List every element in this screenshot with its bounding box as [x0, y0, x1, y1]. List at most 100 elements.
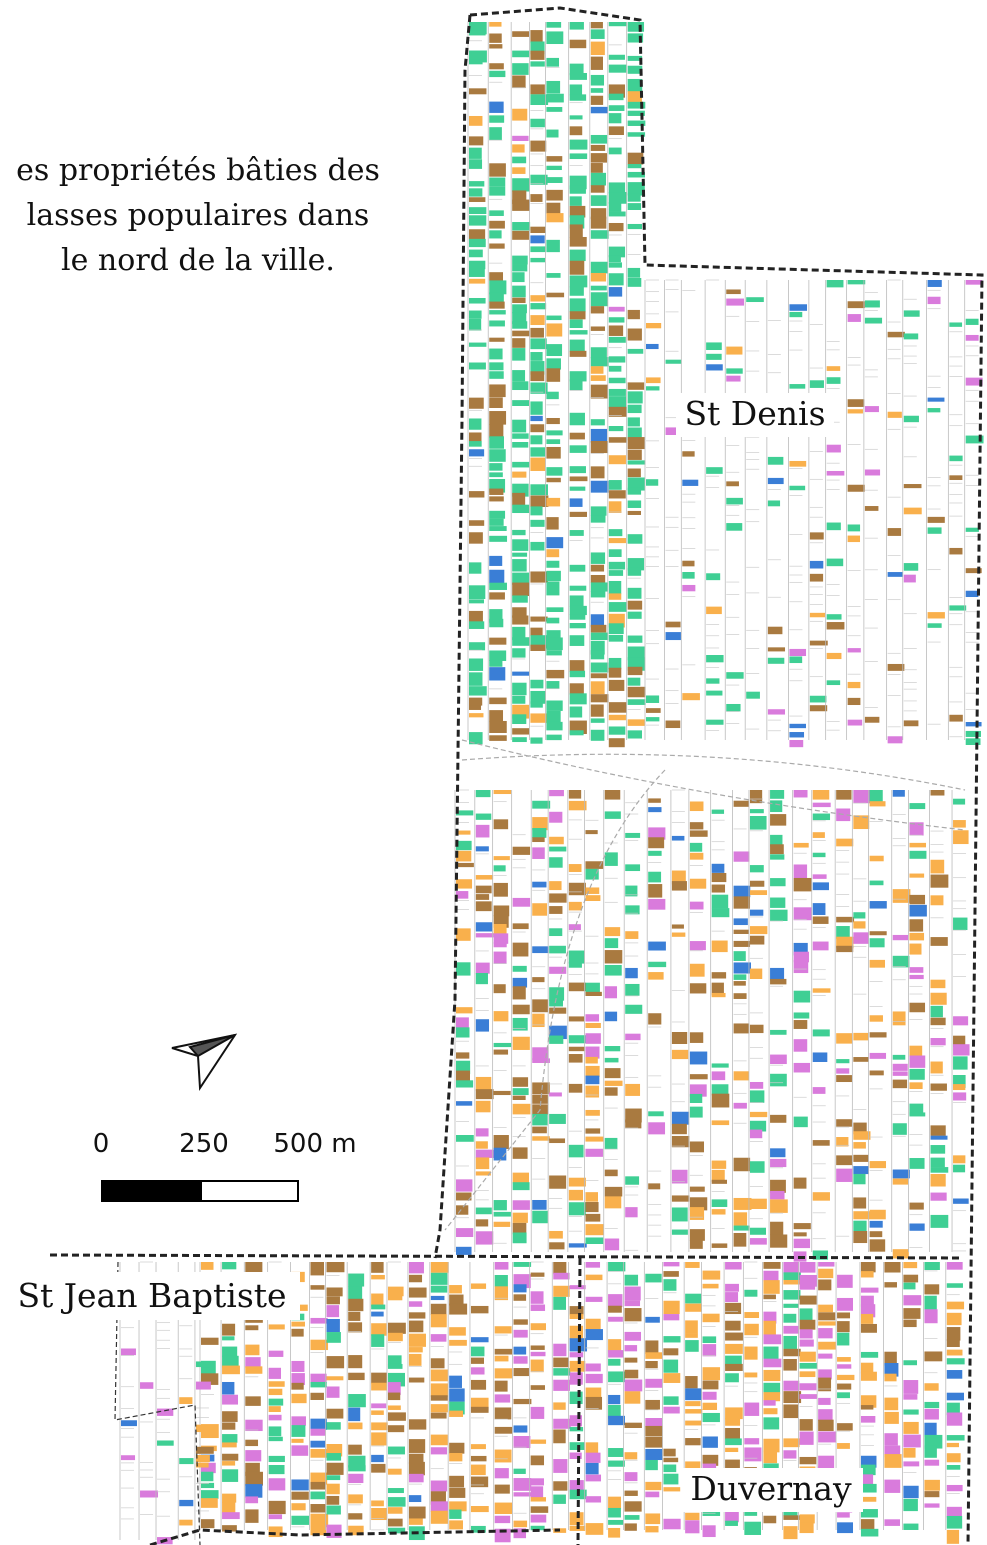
parcel: [371, 1507, 387, 1521]
parcel: [793, 790, 808, 798]
parcel: [608, 255, 621, 263]
parcel: [530, 371, 545, 382]
parcel: [512, 381, 529, 391]
parcel: [493, 865, 506, 872]
parcel: [553, 1285, 570, 1297]
parcel: [930, 1083, 947, 1091]
parcel: [793, 1177, 807, 1189]
parcel: [884, 1373, 897, 1382]
parcel: [763, 1280, 780, 1294]
parcel: [348, 1444, 362, 1455]
parcel: [887, 528, 902, 536]
parcel: [489, 115, 505, 123]
parcel: [530, 1291, 544, 1304]
parcel: [749, 865, 764, 873]
parcel: [348, 1311, 361, 1321]
parcel: [789, 732, 805, 738]
parcel: [553, 1343, 567, 1357]
parcel: [532, 837, 545, 843]
parcel: [818, 1431, 836, 1443]
parcel: [746, 691, 760, 699]
parcel: [826, 377, 841, 384]
parcel: [733, 1212, 748, 1226]
parcel: [706, 606, 722, 615]
parcel: [530, 194, 543, 202]
parcel: [706, 655, 724, 663]
scale-label: 0: [93, 1129, 110, 1159]
parcel: [456, 1205, 469, 1215]
parcel: [909, 967, 924, 973]
parcel: [513, 1368, 529, 1377]
parcel: [326, 1318, 340, 1333]
parcel: [799, 1339, 814, 1347]
parcel: [408, 1439, 426, 1453]
parcel: [927, 623, 942, 628]
parcel: [702, 1313, 720, 1323]
parcel: [310, 1262, 325, 1276]
parcel: [549, 906, 563, 914]
parcel: [818, 1353, 833, 1359]
parcel: [493, 984, 506, 994]
parcel: [749, 1111, 768, 1118]
parcel: [493, 1090, 511, 1096]
parcel: [546, 430, 563, 436]
parcel: [291, 1393, 307, 1404]
parcel: [689, 1240, 703, 1249]
parcel: [953, 798, 966, 805]
parcel: [470, 1506, 489, 1513]
parcel: [836, 1075, 853, 1083]
parcel: [245, 1496, 259, 1504]
parcel: [512, 1200, 530, 1210]
parcel: [789, 311, 803, 318]
parcel: [903, 484, 922, 489]
parcel: [608, 325, 624, 336]
parcel: [749, 1198, 767, 1209]
parcel: [532, 1082, 550, 1095]
parcel: [909, 894, 926, 905]
parcel: [793, 1039, 808, 1052]
parcel: [837, 1522, 854, 1534]
parcel: [725, 1508, 739, 1523]
parcel: [546, 700, 563, 711]
parcel: [903, 1319, 917, 1328]
parcel: [812, 941, 829, 951]
parcel: [770, 978, 787, 985]
parcel: [853, 1142, 866, 1149]
parcel: [837, 1443, 850, 1449]
parcel: [430, 1285, 448, 1293]
parcel: [449, 1520, 463, 1530]
parcel: [645, 1448, 663, 1461]
parcel: [512, 321, 528, 329]
parcel: [671, 835, 685, 841]
parcel: [569, 635, 585, 646]
parcel: [530, 447, 546, 457]
parcel: [671, 1032, 688, 1044]
parcel: [546, 358, 561, 370]
parcel: [546, 446, 561, 459]
parcel: [946, 1465, 961, 1470]
parcel: [608, 480, 622, 490]
parcel: [310, 1381, 327, 1388]
parcel: [702, 1336, 717, 1344]
parcel: [608, 246, 626, 258]
parcel: [604, 811, 621, 819]
parcel: [489, 186, 506, 196]
parcel: [585, 1462, 599, 1475]
parcel: [604, 852, 618, 866]
parcel: [430, 1314, 447, 1328]
parcel: [530, 1272, 545, 1277]
parcel: [949, 455, 963, 462]
parcel: [512, 695, 526, 704]
parcel: [624, 1501, 642, 1512]
parcel: [569, 660, 585, 673]
parcel: [627, 666, 643, 676]
parcel: [648, 837, 665, 849]
parcel: [924, 1351, 943, 1362]
parcel: [546, 22, 562, 28]
parcel: [627, 91, 642, 104]
parcel: [648, 961, 667, 968]
parcel: [546, 292, 565, 298]
parcel: [512, 626, 526, 641]
parcel: [489, 320, 505, 327]
parcel: [608, 202, 622, 212]
